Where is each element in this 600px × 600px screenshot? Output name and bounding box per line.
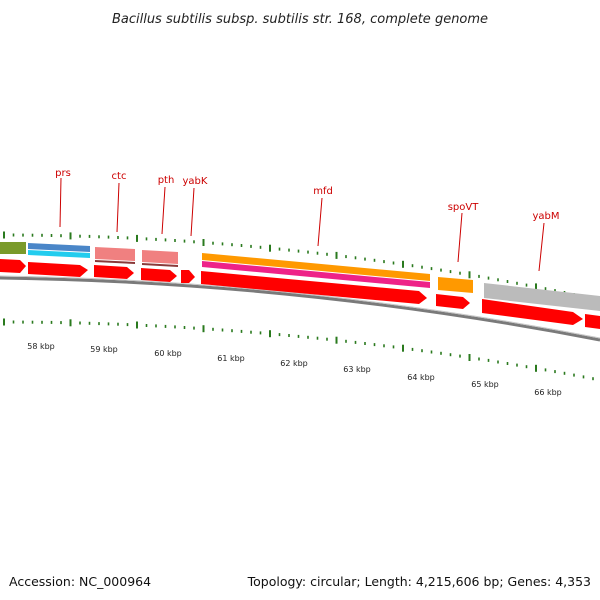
gene-labels: prs ctc pth yabK mfd spoVT yabM [55, 168, 560, 272]
cds-arrow[interactable] [585, 314, 600, 329]
accession-text: Accession: NC_000964 [9, 574, 151, 589]
kbp-label: 59 kbp [90, 345, 118, 354]
cds-arrows [0, 259, 600, 329]
feature-pth[interactable] [142, 250, 178, 264]
gene-label-spoVT[interactable]: spoVT [448, 202, 480, 213]
feature-ctc[interactable] [95, 247, 135, 261]
kbp-label: 63 kbp [343, 365, 371, 374]
cds-arrow[interactable] [482, 299, 583, 325]
cds-arrow[interactable] [28, 262, 88, 277]
feature-prs-blue[interactable] [28, 243, 90, 252]
feature-blocks [0, 242, 600, 311]
gene-label-yabK[interactable]: yabK [183, 176, 208, 187]
gene-label-mfd[interactable]: mfd [313, 186, 333, 197]
kbp-label: 62 kbp [280, 359, 308, 368]
cds-arrow[interactable] [94, 265, 134, 279]
gene-label-yabM[interactable]: yabM [532, 211, 559, 222]
gene-label-prs[interactable]: prs [55, 168, 71, 179]
gene-label-ctc[interactable]: ctc [112, 171, 127, 182]
kbp-label: 58 kbp [27, 342, 55, 351]
kbp-label: 64 kbp [407, 373, 435, 382]
kbp-label: 66 kbp [534, 388, 562, 397]
feature-ctc-edge [95, 260, 135, 264]
upper-tick-track [3, 231, 594, 300]
kbp-scale-labels: 58 kbp 59 kbp 60 kbp 61 kbp 62 kbp 63 kb… [27, 342, 562, 397]
cds-arrow[interactable] [201, 271, 427, 304]
cds-arrow[interactable] [181, 270, 195, 283]
genome-backbone [0, 276, 600, 342]
kbp-label: 61 kbp [217, 354, 245, 363]
feature-pth-edge [142, 263, 178, 267]
feature-mfd-magenta[interactable] [202, 261, 430, 288]
gene-label-pth[interactable]: pth [158, 175, 175, 186]
feature-yabM[interactable] [484, 283, 600, 311]
feature-mfd-orange[interactable] [202, 253, 430, 281]
genome-backbone-highlight [0, 275, 600, 339]
lower-tick-track [3, 318, 594, 381]
cds-arrow[interactable] [141, 268, 177, 282]
kbp-label: 60 kbp [154, 349, 182, 358]
genome-summary-text: Topology: circular; Length: 4,215,606 bp… [247, 574, 591, 589]
feature-prs-cyan[interactable] [28, 250, 90, 258]
feature-spoVT[interactable] [438, 277, 473, 293]
map-title: Bacillus subtilis subsp. subtilis str. 1… [112, 12, 488, 27]
cds-arrow[interactable] [436, 294, 470, 309]
cds-arrow[interactable] [0, 259, 26, 273]
feature-olive[interactable] [0, 242, 26, 254]
kbp-label: 65 kbp [471, 380, 499, 389]
